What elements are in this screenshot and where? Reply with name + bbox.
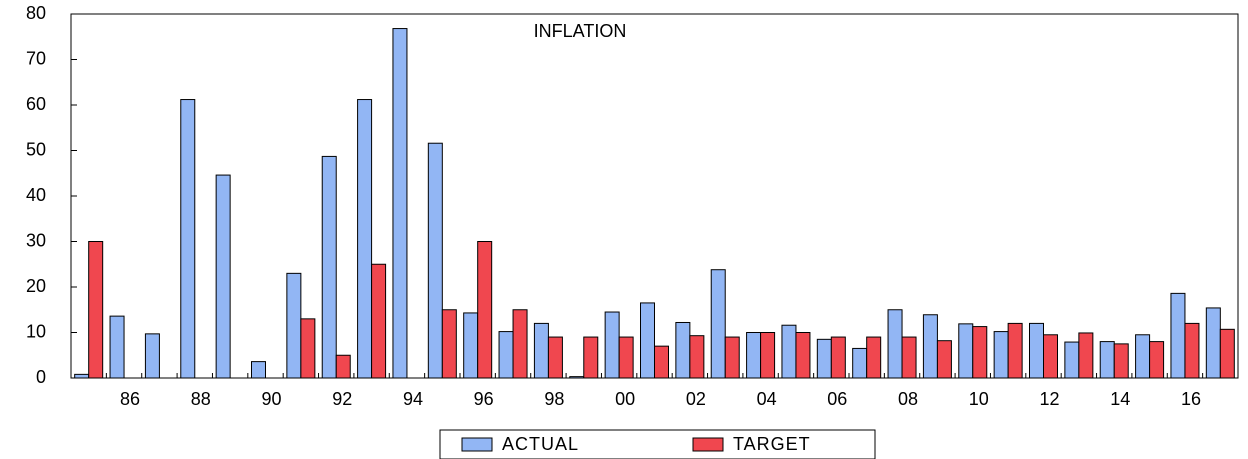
y-tick-label: 60: [26, 94, 46, 114]
bar: [335, 354, 351, 379]
bar: [618, 336, 634, 379]
bar: [993, 331, 1009, 379]
bar: [972, 326, 988, 379]
bar: [1043, 334, 1058, 379]
chart-title: INFLATION: [534, 21, 627, 41]
bar: [1078, 332, 1094, 379]
bar: [321, 155, 337, 379]
bar: [74, 373, 90, 379]
x-tick-label: 06: [827, 389, 847, 409]
bar: [392, 28, 408, 379]
legend-swatch: [461, 437, 493, 452]
bar: [1064, 341, 1080, 379]
bar: [710, 269, 726, 379]
bar: [830, 336, 846, 379]
bar: [1170, 292, 1186, 379]
bar: [781, 324, 797, 379]
x-tick-label: 08: [898, 389, 918, 409]
bar: [640, 302, 655, 379]
x-tick-label: 88: [191, 389, 211, 409]
bar: [760, 332, 776, 379]
bar: [547, 336, 563, 379]
bar: [371, 263, 387, 379]
y-tick-label: 80: [26, 3, 46, 23]
x-tick-label: 04: [757, 389, 777, 409]
x-tick-label: 12: [1039, 389, 1059, 409]
bar: [109, 315, 125, 379]
bar: [569, 376, 585, 379]
x-tick-label: 90: [261, 389, 281, 409]
bar: [463, 312, 479, 379]
bar: [866, 336, 882, 379]
bar: [1113, 343, 1129, 379]
bar: [958, 323, 974, 379]
x-tick-label: 16: [1181, 389, 1201, 409]
bar: [512, 309, 528, 379]
bar: [936, 340, 952, 379]
bar: [533, 322, 549, 379]
bar: [498, 331, 514, 379]
bar: [887, 309, 903, 379]
bar: [88, 241, 104, 379]
bar: [477, 241, 493, 379]
bar: [1007, 322, 1023, 379]
bar: [1184, 322, 1200, 379]
bar: [1219, 328, 1235, 379]
legend-box: [439, 429, 876, 459]
bar: [1029, 322, 1044, 379]
y-tick-label: 10: [26, 321, 46, 341]
legend-swatch: [692, 437, 724, 452]
x-tick-label: 92: [332, 389, 352, 409]
bar: [1205, 307, 1221, 379]
x-tick-label: 96: [474, 389, 494, 409]
y-tick-label: 30: [26, 230, 46, 250]
y-tick-label: 70: [26, 48, 46, 68]
bar: [215, 174, 231, 379]
y-tick-label: 20: [26, 276, 46, 296]
legend-label: TARGET: [733, 434, 811, 454]
bar: [675, 321, 691, 379]
x-tick-label: 02: [686, 389, 706, 409]
bar: [1149, 341, 1165, 379]
bar: [357, 99, 373, 379]
bar: [816, 338, 832, 379]
x-tick-label: 94: [403, 389, 423, 409]
bar: [1099, 341, 1115, 379]
bar: [300, 318, 316, 379]
bar: [604, 311, 620, 379]
bar: [251, 361, 266, 379]
bar: [654, 345, 669, 379]
bar: [144, 333, 160, 379]
bar: [852, 347, 868, 379]
bar: [746, 332, 762, 379]
bar: [180, 99, 196, 379]
y-tick-label: 40: [26, 185, 46, 205]
legend-label: ACTUAL: [502, 434, 579, 454]
x-tick-label: 14: [1110, 389, 1130, 409]
bar: [427, 142, 443, 379]
bar: [689, 335, 705, 379]
y-tick-label: 50: [26, 139, 46, 159]
x-tick-label: 86: [120, 389, 140, 409]
bar: [901, 336, 917, 379]
bar: [724, 336, 740, 379]
y-tick-label: 0: [36, 367, 46, 387]
bar: [1135, 334, 1151, 379]
bar: [922, 314, 938, 379]
bar: [583, 336, 599, 379]
bar: [795, 332, 811, 379]
bar: [441, 309, 457, 379]
x-tick-label: 98: [544, 389, 564, 409]
x-tick-label: 10: [969, 389, 989, 409]
bar: [286, 272, 302, 379]
x-tick-label: 00: [615, 389, 635, 409]
